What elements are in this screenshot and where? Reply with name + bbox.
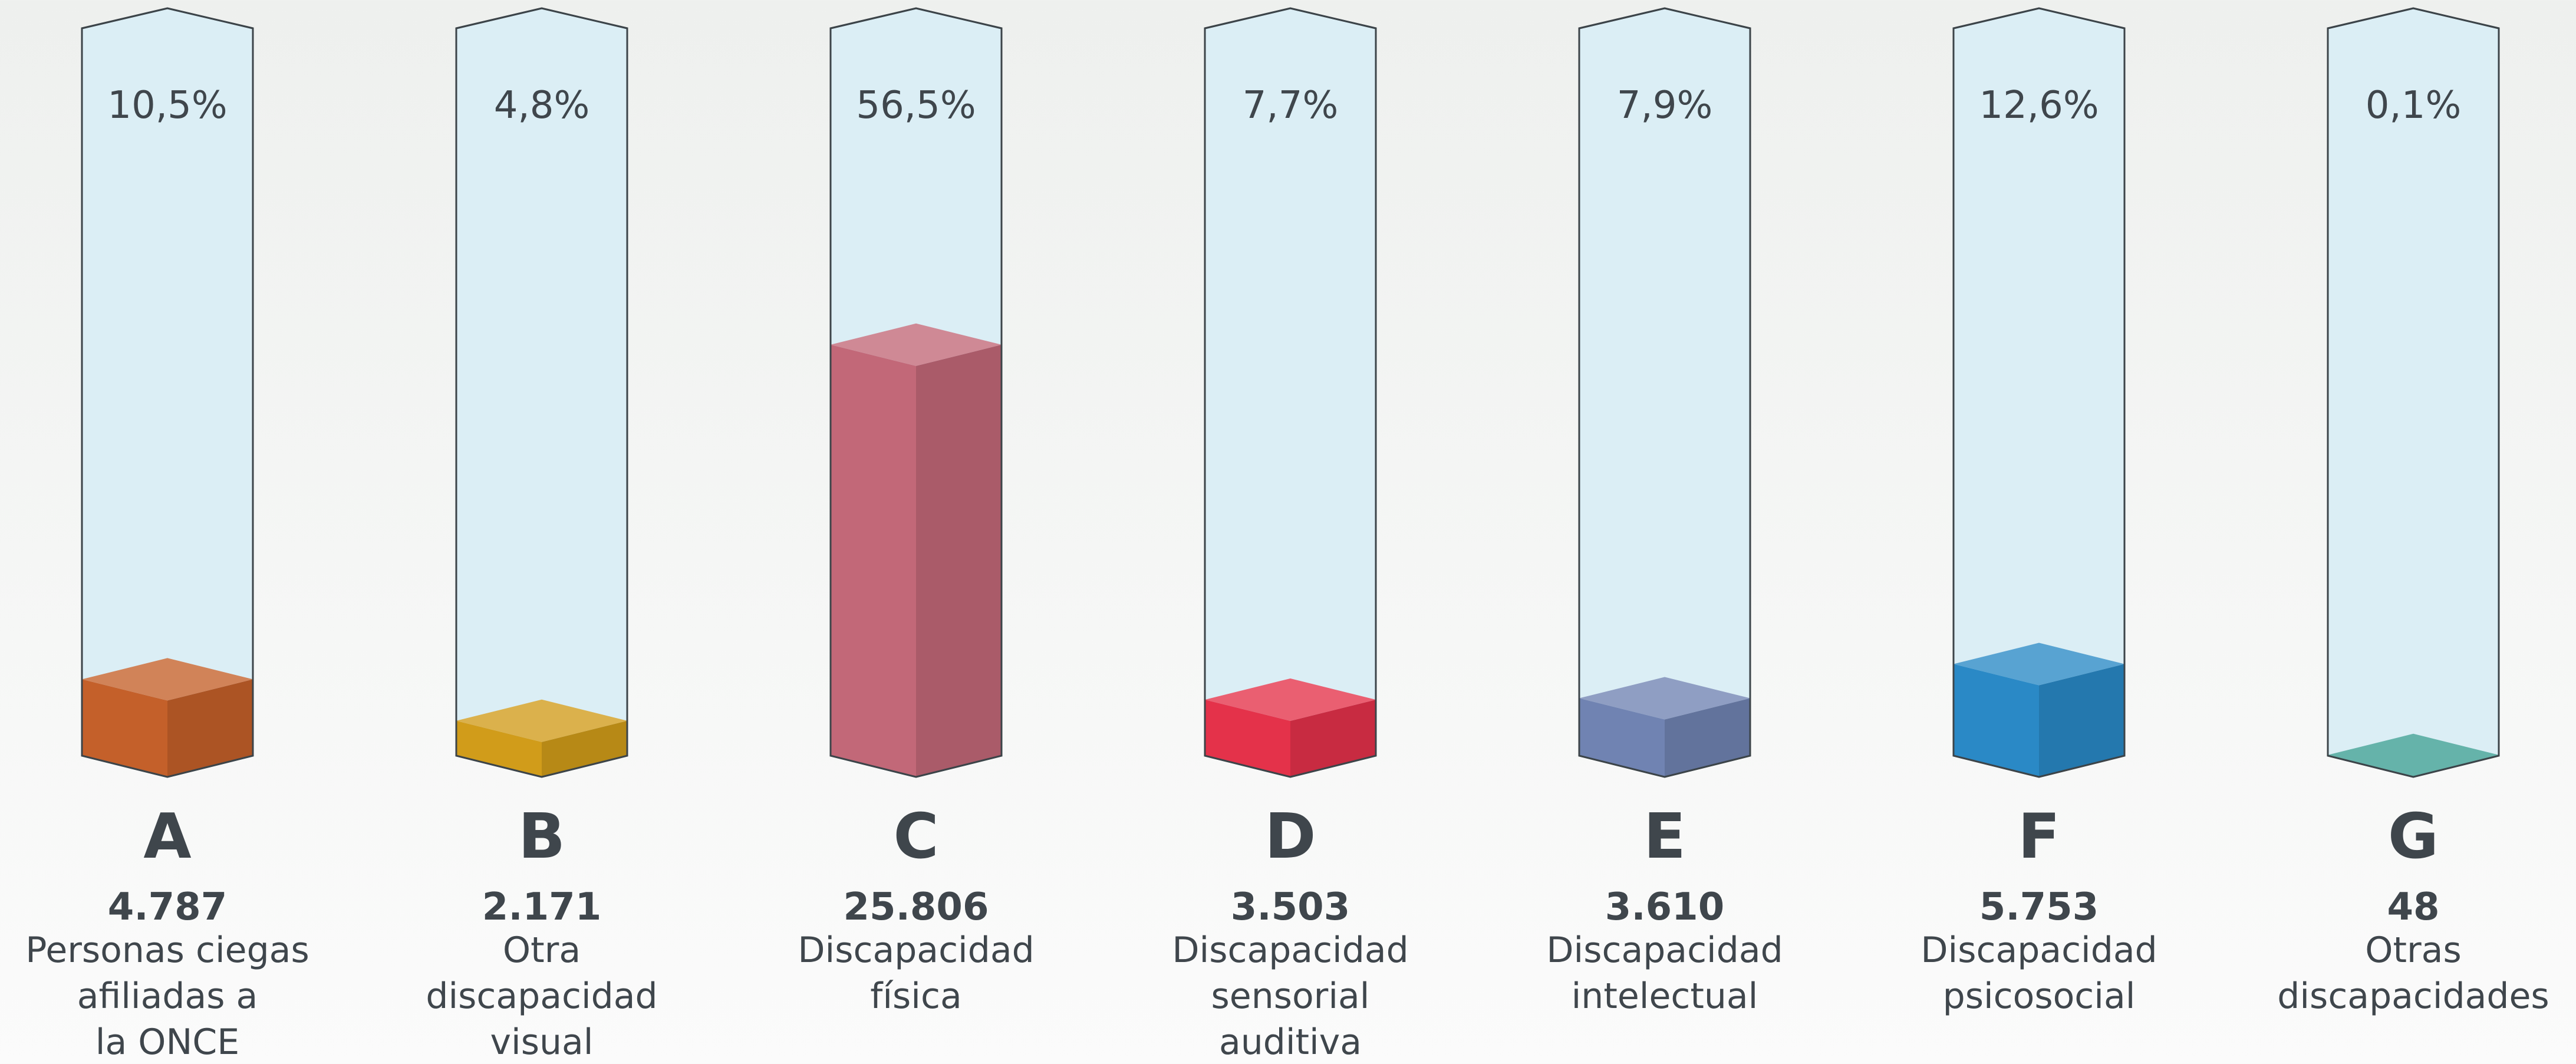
value-label: 12,6% — [1979, 84, 2099, 127]
category-description: Otra — [503, 930, 581, 971]
category-description: Discapacidad — [1921, 930, 2157, 971]
category-letter: D — [1264, 801, 1316, 872]
value-label: 10,5% — [107, 84, 227, 127]
chart: 10,5% A 4.787Personas ciegas afiliadas a la … — [0, 0, 2576, 1064]
category-description: auditiva — [1219, 1022, 1362, 1063]
bar-right-shade — [916, 345, 1002, 777]
bar — [831, 324, 1002, 777]
value-label: 56,5% — [856, 84, 976, 127]
category-description: Personas ciegas — [25, 930, 309, 971]
category-description: afiliadas a — [77, 976, 258, 1017]
count-label: 5.753 — [1979, 885, 2099, 929]
category-description: discapacidades — [2277, 976, 2549, 1017]
category-description: la ONCE — [95, 1022, 239, 1063]
bar — [82, 658, 253, 777]
category-letter: F — [2018, 801, 2060, 872]
category-description: psicosocial — [1943, 976, 2136, 1017]
count-label: 4.787 — [108, 885, 227, 929]
count-label: 3.610 — [1605, 885, 1724, 929]
category-description: Discapacidad — [798, 930, 1034, 971]
bar-left-face — [831, 345, 916, 777]
category-description: discapacidad — [426, 976, 657, 1017]
bar — [1954, 643, 2124, 777]
category-letter: A — [143, 801, 191, 872]
category-description: sensorial — [1211, 976, 1370, 1017]
count-label: 25.806 — [844, 885, 989, 929]
category-letter: G — [2388, 801, 2439, 872]
page: 10,5% A 4.787Personas ciegas afiliadas a la … — [0, 0, 2576, 1064]
count-label: 2.171 — [482, 885, 601, 929]
category-description: Discapacidad — [1172, 930, 1408, 971]
category-description: visual — [490, 1022, 594, 1063]
category-description: Otras — [2365, 930, 2461, 971]
value-label: 4,8% — [494, 84, 590, 127]
category-letter: C — [893, 801, 938, 872]
category-letter: B — [518, 801, 565, 872]
count-label: 3.503 — [1231, 885, 1350, 929]
category-description: intelectual — [1572, 976, 1758, 1017]
value-label: 0,1% — [2366, 84, 2462, 127]
count-label: 48 — [2387, 885, 2439, 929]
value-label: 7,9% — [1617, 84, 1713, 127]
category-letter: E — [1643, 801, 1686, 872]
category-description: física — [870, 976, 961, 1017]
category-description: Discapacidad — [1546, 930, 1783, 971]
value-label: 7,7% — [1243, 84, 1339, 127]
